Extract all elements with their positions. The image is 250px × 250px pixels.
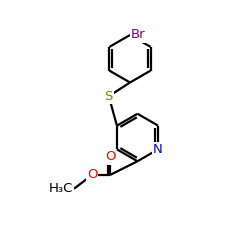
Text: O: O: [87, 168, 97, 181]
Text: Br: Br: [131, 28, 146, 42]
Text: S: S: [104, 90, 113, 103]
Text: O: O: [105, 150, 115, 164]
Text: N: N: [153, 143, 163, 156]
Text: H₃C: H₃C: [48, 182, 73, 195]
